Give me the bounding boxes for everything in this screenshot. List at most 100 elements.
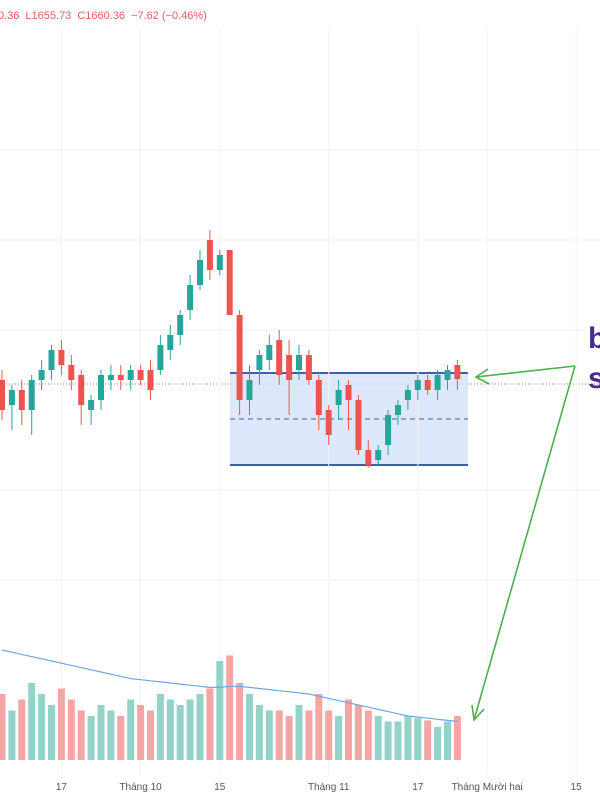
volume-bar (255, 705, 263, 760)
volume-bar (285, 716, 293, 760)
candle-body (38, 370, 45, 380)
volume-bar (186, 699, 194, 760)
header-item: L1655.73 (25, 10, 71, 22)
candle-body (246, 380, 253, 400)
header-item: C1660.36 (77, 10, 125, 22)
volume-bar (137, 705, 145, 760)
candle-body (276, 340, 283, 375)
volume-bar (434, 727, 442, 760)
candle-body (157, 345, 164, 370)
volume-bar (117, 716, 125, 760)
volume-bar (384, 721, 392, 760)
candle-body (444, 370, 451, 380)
volume-bar (394, 721, 402, 760)
volume-bar (295, 705, 303, 760)
volume-ma-line (1, 649, 458, 723)
candle-body (434, 375, 441, 390)
volume-bar (325, 710, 333, 760)
candle-body (454, 365, 461, 380)
volume-bar (216, 661, 224, 760)
volume-bar (354, 705, 362, 760)
candle-body (18, 390, 25, 410)
x-tick-label: 15 (571, 782, 583, 793)
plot-area (0, 30, 577, 775)
candle-body (286, 355, 293, 380)
volume-bar (315, 694, 323, 760)
volume-bar (206, 688, 214, 760)
candle-body (404, 390, 411, 400)
volume-bar (424, 720, 432, 760)
candle-body (58, 350, 65, 365)
volume-bar (67, 699, 75, 760)
volume-bar (8, 710, 16, 760)
candle-body (236, 315, 243, 400)
volume-bar (48, 705, 55, 760)
candle-body (197, 260, 203, 285)
volume-bar (374, 716, 382, 760)
candle-body (117, 375, 124, 380)
volume-bar (0, 694, 6, 760)
candle-body (107, 375, 114, 380)
volume-bar (265, 710, 273, 760)
candle-body (98, 375, 104, 400)
volume-bar (444, 721, 451, 760)
volume-bar (176, 705, 184, 760)
volume-bar (28, 683, 36, 760)
candle-body (127, 370, 134, 380)
candle-body (187, 285, 194, 310)
side-text: s (588, 362, 600, 395)
candle-body (206, 240, 213, 270)
x-tick-label: Tháng Mười hai (452, 782, 523, 793)
volume-bar (166, 699, 174, 760)
x-tick-label: 17 (56, 782, 68, 793)
candle-body (78, 375, 85, 405)
candle-body (167, 335, 174, 350)
candle-body (137, 370, 144, 380)
volume-bar (147, 710, 154, 760)
x-tick-label: Tháng 11 (308, 782, 350, 793)
volume-bar (57, 688, 65, 760)
volume-bar (404, 716, 412, 760)
candle-body (147, 370, 154, 390)
candle-body (424, 380, 431, 390)
volume-bar (196, 694, 204, 760)
candle-body (345, 385, 352, 400)
candle-body (305, 355, 312, 380)
volume-bar (414, 718, 422, 760)
volume-bar (38, 694, 46, 760)
candle-body (375, 450, 382, 460)
volume-bar (305, 710, 313, 760)
candle-body (414, 380, 421, 390)
candle-body (315, 380, 322, 415)
candle-body (88, 400, 95, 410)
candle-body (8, 390, 15, 405)
volume-bar (275, 710, 283, 760)
volume-bar (246, 694, 253, 760)
candle-body (325, 410, 332, 435)
volume-bar (335, 716, 343, 760)
volume-bar (87, 716, 95, 760)
arrows (471, 365, 576, 722)
candle-body (68, 365, 75, 380)
side-text: b (588, 322, 600, 355)
x-tick-label: 15 (214, 782, 226, 793)
candle-body (216, 255, 223, 270)
candle-body (385, 415, 392, 445)
volume-bar (127, 699, 135, 760)
candle-body (395, 405, 401, 415)
volume-bar (77, 710, 85, 760)
candle-body (177, 315, 184, 335)
candle-body (335, 390, 342, 405)
volume-bar (364, 710, 372, 760)
candle-body (296, 355, 302, 370)
volume-bar (453, 716, 461, 760)
candle-body (355, 400, 362, 450)
volume-bar (345, 699, 352, 760)
volume-bar (236, 683, 244, 760)
candle-body (28, 380, 35, 410)
volume-bar (97, 705, 105, 760)
x-tick-label: 17 (412, 782, 424, 793)
volume-bar (156, 694, 164, 760)
volume-bar (107, 710, 115, 760)
